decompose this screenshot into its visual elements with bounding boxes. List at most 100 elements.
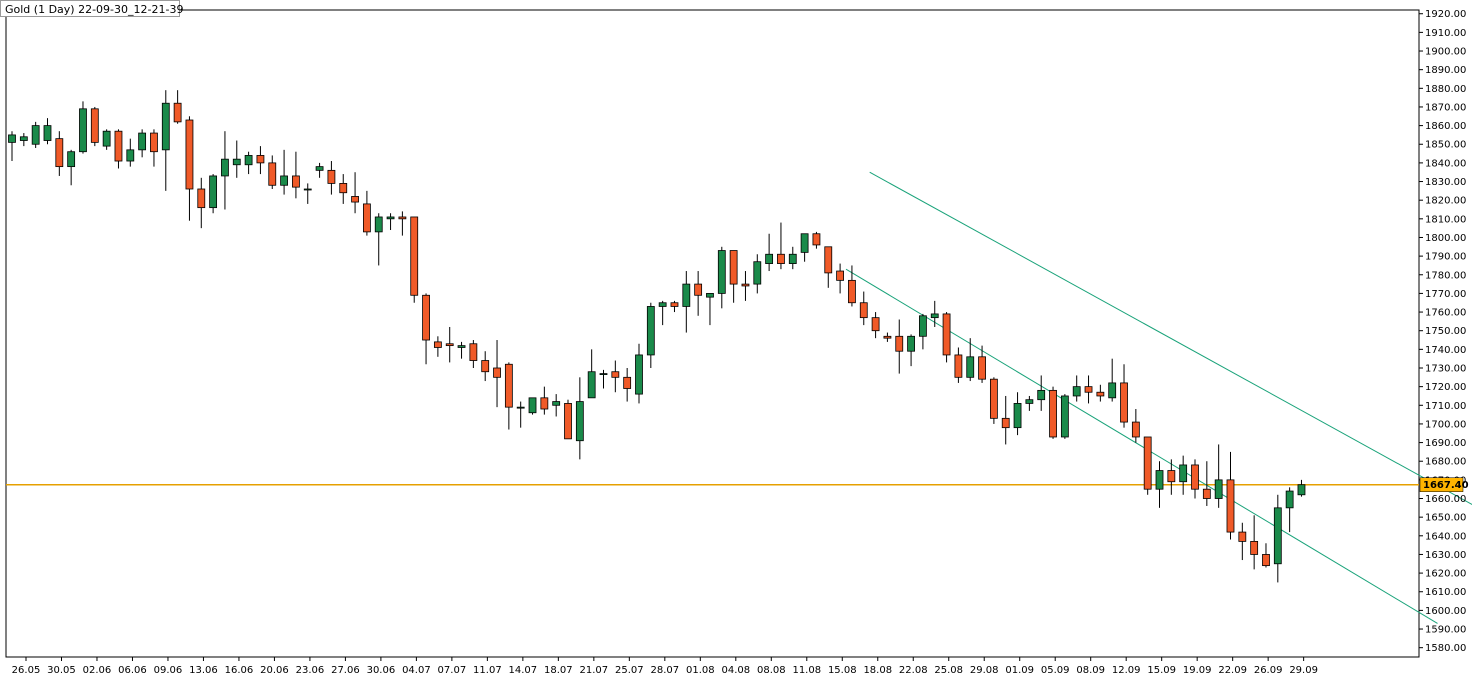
candle[interactable] [528,397,537,415]
candle[interactable] [1238,522,1247,561]
candle[interactable] [1191,459,1199,499]
candle[interactable] [1120,364,1128,428]
candle[interactable] [185,116,194,221]
candle[interactable] [79,101,87,154]
candle[interactable] [1131,409,1140,443]
candle[interactable] [374,213,383,266]
candle[interactable] [1084,375,1093,404]
candle[interactable] [327,161,336,195]
candle[interactable] [1155,461,1164,508]
candle[interactable] [978,345,986,383]
candle[interactable] [398,211,407,236]
candle[interactable] [812,231,821,249]
candle[interactable] [552,394,561,417]
candle[interactable] [788,246,797,270]
candle[interactable] [1013,392,1022,436]
candle[interactable] [1285,487,1294,533]
candle[interactable] [19,133,28,147]
candle[interactable] [1060,394,1069,439]
candle[interactable] [824,246,833,288]
candle[interactable] [268,155,277,189]
candle[interactable] [765,233,774,272]
candle[interactable] [753,254,762,294]
candle[interactable] [1037,375,1046,411]
candle[interactable] [777,222,785,270]
candle[interactable] [599,369,608,389]
candle[interactable] [8,131,16,162]
candle[interactable] [1273,494,1282,583]
candle[interactable] [138,129,147,158]
candle[interactable] [706,293,714,326]
candle[interactable] [1143,436,1152,495]
candle[interactable] [457,341,466,359]
candle[interactable] [848,265,856,307]
candle[interactable] [244,151,253,175]
candle[interactable] [646,302,655,368]
candle[interactable] [1025,395,1034,411]
candle[interactable] [635,343,643,404]
candle[interactable] [575,377,584,460]
candle[interactable] [433,336,442,357]
candle[interactable] [966,338,975,382]
candle[interactable] [161,90,170,191]
candle[interactable] [717,246,726,309]
candle[interactable] [292,151,300,199]
candle[interactable] [871,312,880,339]
candle[interactable] [43,118,52,145]
candle[interactable] [504,362,513,430]
candle[interactable] [1179,455,1188,495]
candle[interactable] [481,351,490,382]
candle[interactable] [339,174,348,204]
candle[interactable] [623,367,632,402]
candle[interactable] [800,233,809,262]
candle[interactable] [1226,451,1235,540]
candle[interactable] [919,313,927,350]
candle[interactable] [445,326,454,363]
candle[interactable] [221,131,229,210]
candle[interactable] [173,90,182,124]
candle[interactable] [150,129,158,167]
candle[interactable] [55,131,64,176]
candle[interactable] [587,349,596,399]
candle[interactable] [1262,543,1270,568]
candle[interactable] [1096,384,1105,402]
candle[interactable] [31,121,40,148]
candle[interactable] [303,183,312,204]
candle[interactable] [1250,515,1259,570]
candle[interactable] [895,319,904,374]
candle[interactable] [102,129,111,150]
candle[interactable] [493,340,501,408]
candle[interactable] [836,263,844,294]
candle[interactable] [209,174,218,214]
candle[interactable] [469,340,478,368]
candle[interactable] [516,401,525,428]
candle[interactable] [1297,479,1306,497]
candle[interactable] [611,360,620,393]
candle[interactable] [422,293,430,365]
candle[interactable] [1049,386,1057,439]
candle[interactable] [1167,459,1176,495]
candle[interactable] [280,149,288,195]
candle[interactable] [90,106,99,147]
candle[interactable] [315,162,324,178]
candle[interactable] [386,213,395,231]
candle[interactable] [989,377,998,424]
candle[interactable] [410,216,419,303]
candle[interactable] [907,334,915,367]
candle[interactable] [114,129,123,169]
candle[interactable] [256,146,265,175]
candle[interactable] [540,386,549,415]
candle[interactable] [729,250,738,303]
candle[interactable] [859,291,868,326]
candle[interactable] [67,149,76,186]
candle[interactable] [658,300,667,326]
candle[interactable] [564,399,572,440]
candle[interactable] [741,271,750,301]
candle[interactable] [1202,461,1211,506]
candle[interactable] [351,172,359,214]
candle[interactable] [942,312,951,363]
candle[interactable] [362,190,371,236]
candle[interactable] [1108,358,1117,402]
candle[interactable] [954,347,963,383]
